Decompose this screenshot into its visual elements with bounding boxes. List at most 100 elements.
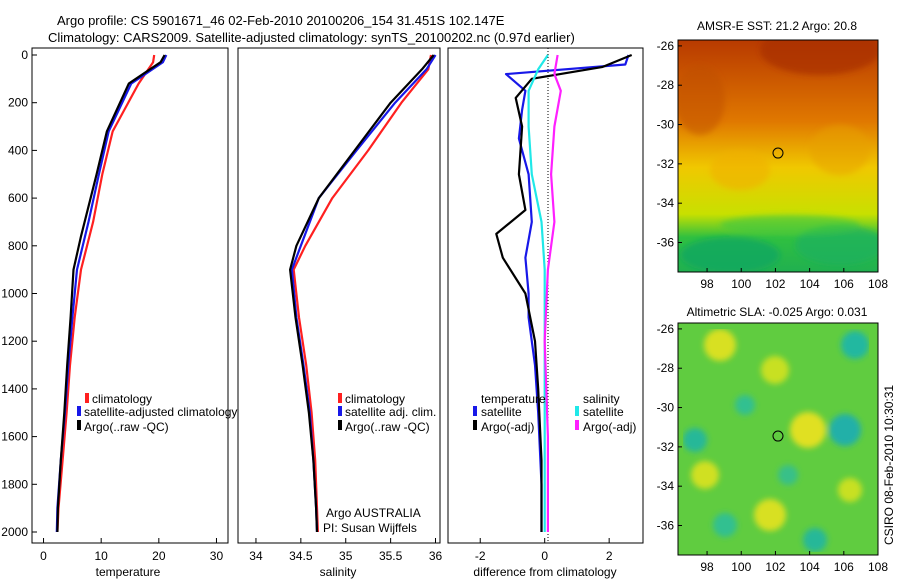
series-line-salinity-argo-adj- bbox=[543, 54, 562, 532]
depth-axis-ticks: 0 200 400 600 800 1000 1200 1400 1600 1800 2000 bbox=[1, 48, 37, 539]
difference-lines bbox=[495, 53, 633, 532]
legend-group-temperature: temperature bbox=[481, 392, 546, 406]
x-tick-label: 36 bbox=[429, 549, 443, 563]
legend-swatch-climatology bbox=[338, 393, 342, 403]
timestamp-note: CSIRO 08-Feb-2010 10:30:31 bbox=[882, 385, 896, 545]
legend-label-satellite: satellite-adjusted climatology bbox=[84, 405, 237, 419]
sla-low-anomaly bbox=[735, 395, 755, 415]
salinity-lines bbox=[289, 54, 437, 533]
sla-high-anomaly bbox=[704, 329, 736, 361]
depth-tick-label: 1400 bbox=[1, 382, 28, 396]
lat-tick-label: -28 bbox=[657, 361, 675, 375]
lat-tick-label: -30 bbox=[657, 401, 675, 415]
lon-tick-label: 102 bbox=[765, 277, 785, 291]
sst-texture bbox=[678, 40, 878, 272]
sst-cool-patch bbox=[810, 125, 870, 175]
x-tick-label: 34 bbox=[249, 549, 263, 563]
sla-high-anomaly bbox=[761, 356, 789, 384]
lon-tick-label: 102 bbox=[765, 560, 785, 574]
series-line-temperature-argo-adj- bbox=[495, 53, 633, 532]
depth-tick-label: 800 bbox=[8, 239, 28, 253]
pi-annotation: PI: Susan Wijffels bbox=[323, 521, 417, 535]
lat-tick-label: -32 bbox=[657, 440, 675, 454]
salinity-axes-box bbox=[237, 47, 441, 544]
series-line-temperature-satellite bbox=[504, 54, 630, 532]
series-line-argo-raw-qc- bbox=[56, 54, 166, 533]
series-line-climatology bbox=[56, 54, 156, 533]
sla-map-frame bbox=[677, 322, 879, 556]
legend-label-argo: Argo(..raw -QC) bbox=[345, 420, 430, 434]
lat-tick-label: -30 bbox=[657, 118, 675, 132]
x-tick-label: 2 bbox=[606, 549, 613, 563]
legend-label-temp-satellite: satellite bbox=[481, 405, 522, 419]
sla-map-ticks: 98 100 102 104 106 108 -26 -28 -30 -32 -34 -36 bbox=[657, 322, 889, 574]
sla-low-anomaly bbox=[713, 513, 737, 537]
lon-tick-label: 108 bbox=[868, 277, 888, 291]
lat-tick-label: -26 bbox=[657, 39, 675, 53]
temperature-axis-ticks: 0 10 20 30 bbox=[40, 538, 223, 563]
legend-label-argo: Argo(..raw -QC) bbox=[84, 420, 169, 434]
sla-low-anomaly bbox=[803, 528, 827, 552]
lon-tick-label: 106 bbox=[834, 277, 854, 291]
sla-high-anomaly bbox=[790, 412, 826, 448]
lon-tick-label: 100 bbox=[731, 560, 751, 574]
title-line-2: Climatology: CARS2009. Satellite-adjuste… bbox=[48, 30, 575, 45]
sla-low-anomaly bbox=[683, 428, 707, 452]
sla-map-title: Altimetric SLA: -0.025 Argo: 0.031 bbox=[687, 305, 868, 319]
legend-swatch-temp-satellite bbox=[473, 406, 477, 416]
sst-map-frame bbox=[677, 39, 879, 273]
sst-map-ticks: 98 100 102 104 106 108 -26 -28 -30 -32 -34 -36 bbox=[657, 39, 889, 291]
sla-texture bbox=[683, 329, 869, 552]
salinity-legend: climatology satellite adj. clim. Argo(..… bbox=[338, 392, 436, 434]
sst-cold-patch bbox=[680, 237, 780, 272]
sst-map-title: AMSR-E SST: 21.2 Argo: 20.8 bbox=[697, 19, 857, 33]
sla-field bbox=[678, 323, 878, 555]
legend-group-salinity: salinity bbox=[583, 392, 620, 406]
argo-position-marker bbox=[772, 147, 784, 159]
sla-low-anomaly bbox=[778, 465, 798, 485]
sst-map-panel: AMSR-E SST: 21.2 Argo: 20.8 98 100 102 104 1… bbox=[657, 19, 889, 291]
lat-tick-label: -26 bbox=[657, 322, 675, 336]
sst-cold-patch bbox=[795, 225, 878, 265]
salinity-panel: 34 34.5 35 35.5 36 salinity climatology sate… bbox=[237, 47, 443, 579]
sla-low-anomaly bbox=[841, 331, 869, 359]
depth-tick-label: 1600 bbox=[1, 430, 28, 444]
x-tick-label: -2 bbox=[475, 549, 486, 563]
difference-panel: -2 0 2 difference from climatology tempera… bbox=[447, 47, 644, 579]
x-tick-label: 35 bbox=[339, 549, 353, 563]
difference-legend: temperature satellite Argo(-adj) salinit… bbox=[473, 392, 636, 434]
depth-tick-label: 0 bbox=[21, 48, 28, 62]
sst-green-band bbox=[720, 215, 860, 235]
temperature-legend: climatology satellite-adjusted climatolo… bbox=[77, 392, 237, 434]
lat-tick-label: -34 bbox=[657, 196, 675, 210]
sst-warm-patch bbox=[678, 65, 725, 135]
legend-label-sal-argo: Argo(-adj) bbox=[583, 420, 636, 434]
x-tick-label: 0 bbox=[541, 549, 548, 563]
argo-owner-annotation: Argo AUSTRALIA bbox=[326, 506, 421, 520]
depth-tick-label: 600 bbox=[8, 191, 28, 205]
sla-map-panel: Altimetric SLA: -0.025 Argo: 0.031 98 100… bbox=[657, 305, 889, 574]
lon-tick-label: 106 bbox=[834, 560, 854, 574]
legend-swatch-argo bbox=[77, 420, 81, 430]
sst-field bbox=[678, 40, 878, 272]
depth-tick-label: 1800 bbox=[1, 477, 28, 491]
series-line-climatology bbox=[292, 54, 433, 533]
lon-tick-label: 98 bbox=[700, 277, 714, 291]
lon-tick-label: 104 bbox=[800, 277, 820, 291]
depth-tick-label: 400 bbox=[8, 143, 28, 157]
legend-label-sal-satellite: satellite bbox=[583, 405, 624, 419]
legend-label-climatology: climatology bbox=[92, 392, 152, 406]
x-tick-label: 30 bbox=[210, 549, 224, 563]
legend-label-temp-argo: Argo(-adj) bbox=[481, 420, 534, 434]
legend-label-satellite: satellite adj. clim. bbox=[345, 405, 436, 419]
depth-tick-label: 1200 bbox=[1, 334, 28, 348]
lat-tick-label: -36 bbox=[657, 519, 675, 533]
x-tick-label: 35.5 bbox=[379, 549, 403, 563]
legend-label-climatology: climatology bbox=[345, 392, 405, 406]
legend-swatch-climatology bbox=[85, 393, 89, 403]
lon-tick-label: 100 bbox=[731, 277, 751, 291]
legend-swatch-temp-argo bbox=[473, 420, 477, 430]
salinity-axis-label: salinity bbox=[320, 565, 357, 579]
lat-tick-label: -36 bbox=[657, 236, 675, 250]
